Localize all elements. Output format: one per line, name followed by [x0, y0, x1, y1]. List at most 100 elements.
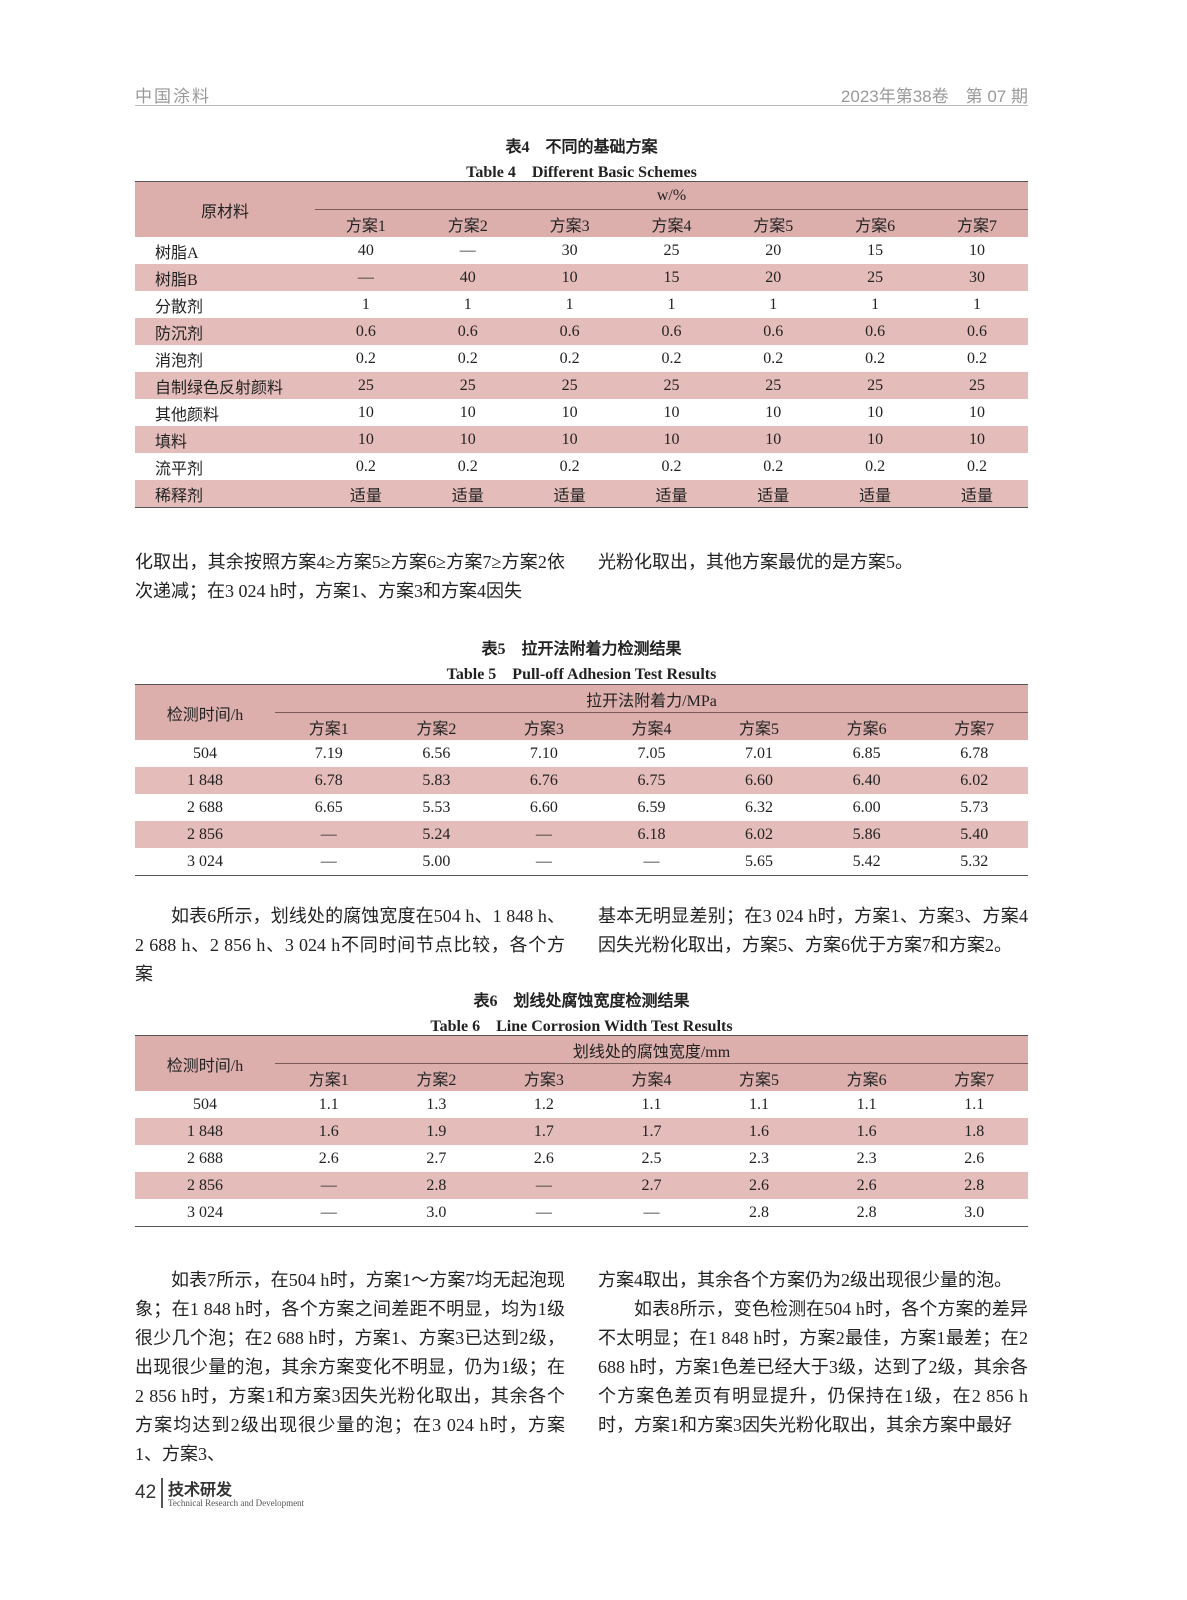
table-cell: 2 856	[187, 825, 223, 843]
table-row: 稀释剂 适量 适量 适量 适量 适量 适量 适量	[135, 480, 1028, 508]
table-cell: 1.1	[856, 1095, 877, 1113]
table-cell: 0.6	[457, 322, 478, 340]
paragraph: 基本无明显差别；在3 024 h时，方案1、方案3、方案4因失光粉化取出，方案5…	[598, 906, 1028, 955]
table-cell: 3.0	[426, 1203, 447, 1221]
table-cell: 25	[357, 376, 374, 394]
table-cell: 6.60	[745, 771, 774, 789]
table-row: 自制绿色反射颜料 25 25 25 25 25 25 25	[135, 372, 1028, 399]
text-column: 如表7所示，在504 h时，方案1～方案7均无起泡现象；在1 848 h时，各个…	[135, 1266, 565, 1469]
table-cell: —	[320, 1176, 337, 1194]
header-row: 方案1 方案2 方案3 方案4 方案5 方案6 方案7	[135, 1064, 1028, 1092]
table-cell: —	[535, 1203, 552, 1221]
table-cell: 504	[193, 1095, 217, 1113]
table-header: 检测时间/h 拉开法附着力/MPa 方案1 方案2 方案3 方案4 方案5 方案6 方案7	[135, 684, 1028, 740]
table-cell: 30	[561, 241, 578, 259]
header-group: 拉开法附着力/MPa	[275, 684, 1028, 713]
table-cell: 6.78	[314, 771, 343, 789]
table-cell: 15	[867, 241, 884, 259]
data-table: 检测时间/h 划线处的腐蚀宽度/mm 方案1 方案2 方案3 方案4 方案5 方案6 方案7 50…	[135, 1035, 1028, 1227]
table-cell: —	[535, 825, 552, 843]
table-cell: 分散剂	[155, 298, 204, 316]
table-cell: 30	[969, 268, 986, 286]
table-cell: —	[357, 268, 374, 286]
table-cell: 防沉剂	[155, 325, 204, 343]
table-cell: 5.42	[852, 852, 881, 870]
table-cell: 1.6	[749, 1122, 770, 1140]
table-cell: 1	[769, 295, 778, 313]
table-cell: 10	[459, 430, 476, 448]
table-cell: 1.2	[533, 1095, 554, 1113]
table-cell: 6.18	[637, 825, 666, 843]
table-cell: 适量	[655, 487, 688, 505]
table-cell: 25	[663, 241, 680, 259]
text-column: 化取出，其余按照方案4≥方案5≥方案6≥方案7≥方案2依次递减；在3 024 h…	[135, 548, 565, 606]
table-cell: 2.8	[426, 1176, 447, 1194]
table-cell: 5.32	[960, 852, 989, 870]
header-cell: 方案3	[523, 1071, 564, 1089]
table-cell: 0.6	[355, 322, 376, 340]
table-cell: —	[320, 1203, 337, 1221]
table-cell: 504	[193, 744, 217, 762]
table-header: 原材料 w/% 方案1 方案2 方案3 方案4 方案5 方案6 方案7	[135, 181, 1028, 237]
table-cell: 10	[357, 403, 374, 421]
data-table: 原材料 w/% 方案1 方案2 方案3 方案4 方案5 方案6 方案7 树脂A 40 — 30 25 20 1…	[135, 181, 1028, 508]
table-cell: 0.2	[355, 349, 376, 367]
table-cell: 1.1	[964, 1095, 985, 1113]
header-cell: 方案4	[631, 1071, 672, 1089]
footer-bar	[161, 1478, 163, 1508]
table-cell: 2.5	[641, 1149, 662, 1167]
table-cell: 自制绿色反射颜料	[155, 379, 284, 397]
paragraph: 方案4取出，其余各个方案仍为2级出现很少量的泡。	[598, 1270, 1012, 1290]
table-cell: —	[459, 241, 476, 259]
table-cell: 0.6	[763, 322, 784, 340]
table-cell: 3 024	[187, 1203, 223, 1221]
table-cell: 2.8	[856, 1203, 877, 1221]
header-row: 检测时间/h 划线处的腐蚀宽度/mm	[135, 1035, 1028, 1075]
table-cell: 2.3	[749, 1149, 770, 1167]
table: 检测时间/h 拉开法附着力/MPa 方案1 方案2 方案3 方案4 方案5 方案6 方案7 504…	[135, 684, 1028, 876]
table-row: 树脂B — 40 10 15 20 25 30	[135, 264, 1028, 291]
header-cell: 方案4	[631, 720, 672, 738]
header-cell: 方案1	[345, 217, 386, 235]
table-cell: 5.24	[422, 825, 451, 843]
table-cell: 2 856	[187, 1176, 223, 1194]
table-cell: 1.1	[318, 1095, 339, 1113]
header-cell: 方案6	[846, 1071, 887, 1089]
header-cell: 方案7	[954, 1071, 995, 1089]
header-group: w/%	[315, 181, 1028, 210]
table-cell: 0.2	[661, 457, 682, 475]
table-cell: 25	[663, 376, 680, 394]
table-row: 消泡剂 0.2 0.2 0.2 0.2 0.2 0.2 0.2	[135, 345, 1028, 372]
table-cell: 适量	[451, 487, 484, 505]
table-cell: 1.6	[318, 1122, 339, 1140]
header-cell: 方案5	[739, 720, 780, 738]
table-cell: 10	[561, 403, 578, 421]
table-cell: —	[320, 825, 337, 843]
table-cell: 40	[357, 241, 374, 259]
text-column: 基本无明显差别；在3 024 h时，方案1、方案3、方案4因失光粉化取出，方案5…	[598, 902, 1028, 960]
table-cell: 7.01	[745, 744, 774, 762]
table-cell: 0.2	[355, 457, 376, 475]
header-cell: 方案6	[846, 720, 887, 738]
table-cell: 1 848	[187, 771, 223, 789]
table-row: 2 856 — 2.8 — 2.7 2.6 2.6 2.8	[135, 1172, 1028, 1199]
table-cell: 1.7	[641, 1122, 662, 1140]
table-row: 504 1.1 1.3 1.2 1.1 1.1 1.1 1.1	[135, 1091, 1028, 1118]
table-cell: 10	[459, 403, 476, 421]
table-cell: 稀释剂	[155, 487, 204, 505]
header-cell: 方案7	[957, 217, 998, 235]
table-row: 3 024 — 5.00 — — 5.65 5.42 5.32	[135, 848, 1028, 876]
header-cell: 方案5	[753, 217, 794, 235]
paragraph: 化取出，其余按照方案4≥方案5≥方案6≥方案7≥方案2依次递减；在3 024 h…	[135, 552, 565, 601]
table-cell: 6.00	[852, 798, 881, 816]
header-cell: 方案3	[549, 217, 590, 235]
table-cell: 消泡剂	[155, 352, 204, 370]
table-cell: 适量	[349, 487, 382, 505]
table-cell: 0.2	[457, 457, 478, 475]
paragraph: 如表6所示，划线处的腐蚀宽度在504 h、1 848 h、2 688 h、2 8…	[135, 906, 565, 984]
table-cell: 1.1	[641, 1095, 662, 1113]
table-cell: 25	[867, 268, 884, 286]
table-cell: 10	[867, 430, 884, 448]
table-cell: 10	[867, 403, 884, 421]
